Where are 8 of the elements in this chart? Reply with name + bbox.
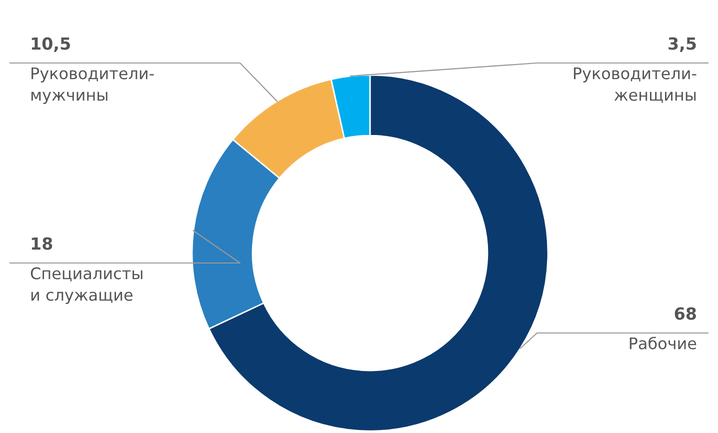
slice-label: Руководители- женщины: [574, 67, 696, 103]
slice-label: Рабочие: [630, 336, 696, 350]
slice-label: Специалисты и служащие: [30, 267, 142, 304]
data-label: 10,5: [32, 37, 70, 52]
data-label: 3,5: [668, 37, 696, 52]
slice-label: Руководители- мужчины: [31, 67, 154, 104]
data-label: 18: [32, 237, 52, 250]
data-label: 68: [674, 307, 696, 320]
